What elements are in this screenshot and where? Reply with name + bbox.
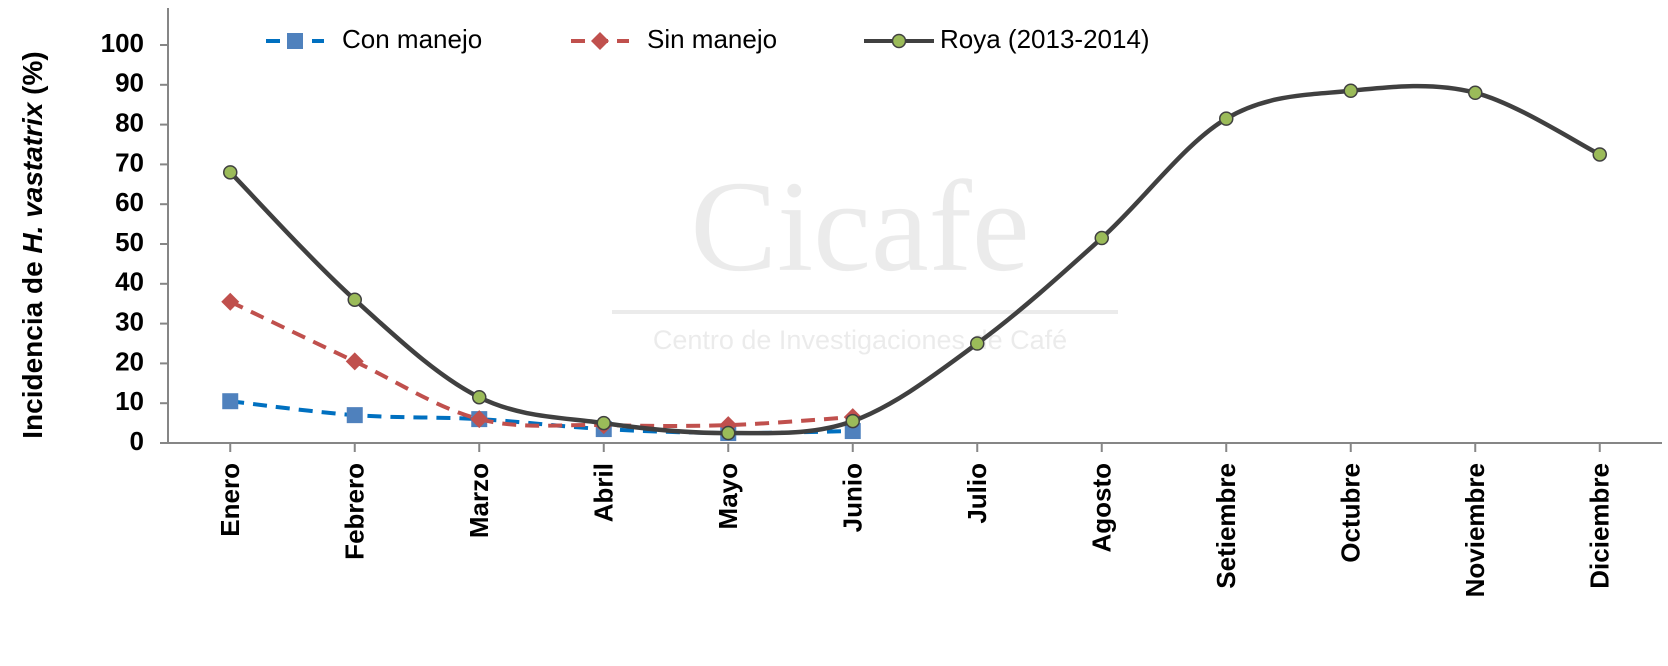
data-point — [346, 407, 363, 424]
x-tick-label: Diciembre — [1585, 463, 1615, 589]
y-tick-label: 70 — [115, 147, 144, 177]
y-tick-label: 40 — [115, 267, 144, 297]
data-point — [845, 413, 860, 429]
x-tick-label: Junio — [838, 463, 868, 532]
y-tick-label: 90 — [115, 68, 144, 98]
x-tick-label: Marzo — [464, 463, 494, 538]
y-tick-label: 10 — [115, 386, 144, 416]
y-tick-label: 60 — [115, 187, 144, 217]
data-point — [345, 352, 364, 371]
y-title-part: H. vastatrix — [17, 101, 48, 253]
x-tick-label: Julio — [962, 463, 992, 524]
y-title-part: (%) — [17, 51, 48, 102]
data-point — [1219, 111, 1234, 126]
x-tick-label: Setiembre — [1211, 463, 1241, 589]
x-tick-label: Abril — [589, 463, 619, 522]
y-title-part: Incidencia de — [17, 254, 48, 439]
y-tick-label: 20 — [115, 346, 144, 376]
legend-marker — [287, 33, 303, 49]
data-point — [472, 389, 487, 405]
data-point — [470, 410, 489, 429]
data-point — [1468, 85, 1483, 101]
x-tick-label: Enero — [215, 463, 245, 537]
legend-marker — [591, 32, 609, 50]
series — [223, 83, 1607, 441]
x-tick-label: Noviembre — [1460, 463, 1490, 597]
data-point — [970, 336, 985, 351]
data-point — [347, 292, 362, 307]
y-tick-label: 0 — [130, 426, 144, 456]
legend-label: Sin manejo — [647, 24, 777, 54]
y-tick-label: 30 — [115, 306, 144, 336]
y-tick-label: 80 — [115, 107, 144, 137]
data-point — [721, 425, 736, 441]
data-point — [221, 292, 240, 311]
data-point — [596, 415, 611, 431]
data-point — [223, 165, 238, 180]
x-tick-label: Octubre — [1336, 463, 1366, 563]
y-tick-label: 50 — [115, 227, 144, 257]
legend-label: Roya (2013-2014) — [940, 24, 1150, 54]
data-point — [1094, 230, 1109, 246]
watermark-title: Cicafe — [690, 155, 1029, 299]
watermark: Cicafe Centro de Investigaciones de Café — [612, 155, 1118, 355]
watermark-subtitle: Centro de Investigaciones de Café — [653, 325, 1067, 355]
data-point — [1343, 83, 1358, 99]
y-axis-title: Incidencia de H. vastatrix (%) — [17, 51, 48, 438]
legend-marker — [891, 33, 907, 49]
x-tick-label: Febrero — [340, 463, 370, 560]
series-line — [229, 299, 853, 428]
x-tick-label: Mayo — [713, 463, 743, 529]
data-point — [1592, 147, 1607, 162]
y-tick-label: 100 — [101, 28, 144, 58]
legend-label: Con manejo — [342, 24, 482, 54]
x-tick-label: Agosto — [1087, 463, 1117, 553]
data-point — [222, 393, 239, 410]
